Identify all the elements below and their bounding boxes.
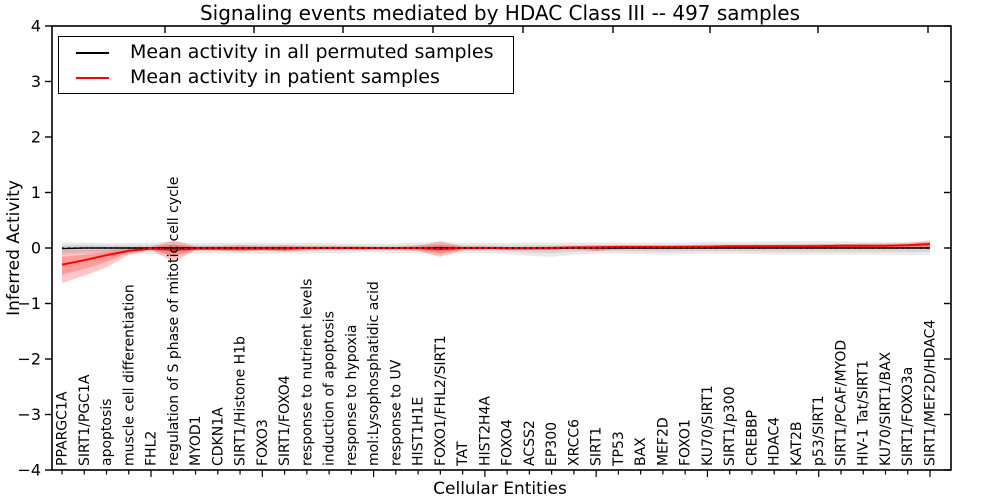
x-category-label: HDAC4: [767, 417, 783, 466]
x-category-label: HIST2H4A: [477, 396, 493, 466]
x-category-label: CREBBP: [744, 410, 760, 466]
x-category-label: SIRT1: [589, 427, 605, 466]
x-category-label: HIV-1 Tat/SIRT1: [856, 360, 872, 466]
x-category-label: p53/SIRT1: [811, 395, 827, 466]
x-category-label: ACSS2: [522, 420, 538, 466]
x-category-label: apoptosis: [99, 399, 115, 466]
x-category-label: SIRT1/MEF2D/HDAC4: [923, 320, 939, 466]
x-category-label: response to nutrient levels: [299, 279, 315, 466]
legend-label-permuted: Mean activity in all permuted samples: [130, 41, 494, 63]
x-category-label: KU70/SIRT1/BAX: [878, 351, 894, 466]
x-category-label: TP53: [611, 431, 627, 467]
y-tick-label: 0: [31, 239, 41, 258]
x-category-label: MYOD1: [188, 415, 204, 466]
patient-sample-range-band-outer: [62, 240, 930, 283]
y-tick-label: 2: [31, 128, 41, 147]
x-axis-label: Cellular Entities: [433, 479, 567, 499]
permuted-sample-range-band-outer: [62, 241, 930, 257]
x-category-label: CDKN1A: [210, 407, 226, 466]
x-category-label: SIRT1/Histone H1b: [233, 336, 249, 466]
x-category-label: XRCC6: [566, 419, 582, 466]
x-category-label: FOXO3: [255, 419, 271, 466]
x-category-label: EP300: [544, 422, 560, 466]
x-category-label: KAT2B: [789, 422, 805, 467]
x-category-label: TAT: [455, 441, 471, 467]
x-category-label: induction of apoptosis: [322, 311, 338, 466]
legend-entry-patient: Mean activity in patient samples: [59, 68, 513, 87]
x-category-label: SIRT1/p300: [722, 386, 738, 466]
y-tick-label: −4: [17, 461, 41, 480]
legend-label-patient: Mean activity in patient samples: [130, 66, 440, 88]
x-category-label: regulation of S phase of mitotic cell cy…: [166, 177, 182, 466]
x-category-label: response to hypoxia: [344, 325, 360, 466]
x-category-label: response to UV: [388, 359, 404, 466]
legend-entry-permuted: Mean activity in all permuted samples: [59, 43, 513, 62]
x-category-label: FHL2: [144, 431, 160, 466]
x-category-label: FOXO1: [678, 419, 694, 466]
x-category-label: HIST1H1E: [411, 397, 427, 466]
y-axis-label: Inferred Activity: [4, 180, 24, 316]
x-category-label: FOXO4: [500, 419, 516, 466]
y-tick-label: −2: [17, 350, 41, 369]
x-category-label: FOXO1/FHL2/SIRT1: [433, 335, 449, 466]
x-category-label: PPARGC1A: [55, 391, 71, 466]
x-category-label: MEF2D: [655, 417, 671, 466]
x-category-label: KU70/SIRT1: [700, 385, 716, 466]
chart-title: Signaling events mediated by HDAC Class …: [199, 1, 801, 25]
y-tick-label: 3: [31, 72, 41, 91]
x-category-label: SIRT1/PGC1A: [77, 374, 93, 466]
x-category-label: SIRT1/FOXO3a: [900, 367, 916, 466]
y-tick-label: 1: [31, 183, 41, 202]
x-category-label: muscle cell differentiation: [121, 284, 137, 466]
x-category-label: SIRT1/FOXO4: [277, 375, 293, 466]
x-category-label: BAX: [633, 437, 649, 466]
x-category-label: SIRT1/PCAF/MYOD: [833, 340, 849, 466]
x-category-label: mol:Lysophosphatidic acid: [366, 281, 382, 466]
y-tick-label: −1: [17, 294, 41, 313]
legend: Mean activity in all permuted samples Me…: [58, 36, 514, 94]
legend-line-red: [76, 76, 109, 79]
y-tick-label: 4: [31, 17, 41, 36]
legend-line-black: [76, 51, 109, 54]
y-tick-label: −3: [17, 405, 41, 424]
